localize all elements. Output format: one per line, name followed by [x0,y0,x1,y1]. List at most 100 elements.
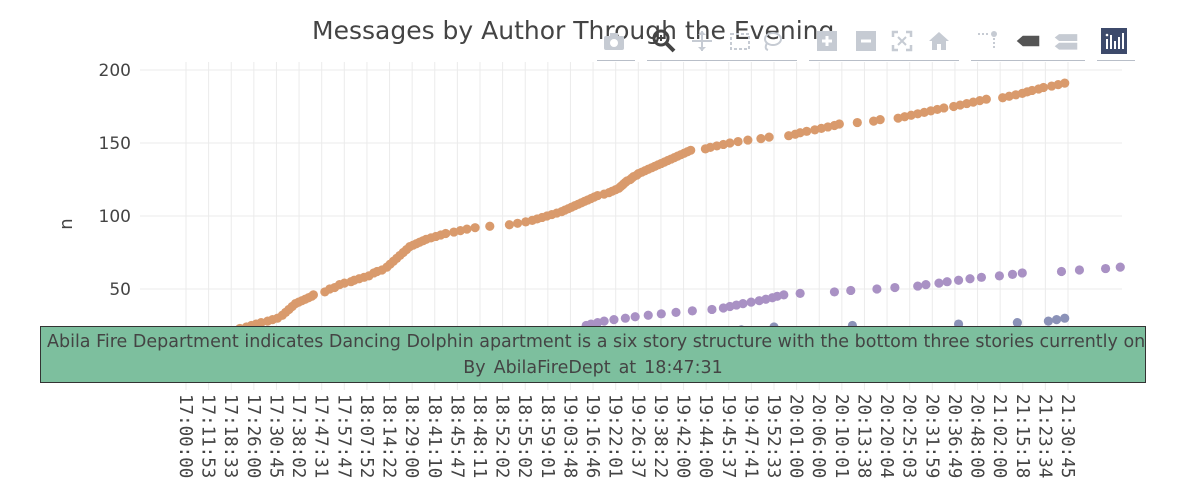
data-point-series-1[interactable] [470,223,480,233]
x-tick-label: 19:42:00 [673,394,693,478]
data-point-series-2[interactable] [738,299,748,309]
x-tick-label: 18:14:22 [379,394,399,478]
tooltip-by-label: By [463,358,486,378]
data-point-series-1[interactable] [504,220,514,230]
data-point-series-3[interactable] [1051,315,1062,325]
x-tick-label: 21:23:34 [1034,394,1054,478]
data-point-series-2[interactable] [599,316,609,326]
data-point-series-2[interactable] [746,297,756,307]
scatter-points[interactable] [235,78,1125,335]
data-point-series-1[interactable] [733,136,743,147]
data-point-series-2[interactable] [953,275,964,285]
tooltip-author: AbilaFireDept [493,358,611,378]
hover-compare-icon[interactable] [1053,28,1079,54]
data-point-series-2[interactable] [913,281,923,291]
x-tick-label: 19:26:37 [627,394,647,478]
x-tick-label: 18:55:02 [514,394,534,478]
data-point-series-2[interactable] [942,277,952,287]
plotly-logo-icon[interactable] [1101,28,1127,54]
x-tick-label: 17:11:53 [198,394,218,478]
hover-tooltip: Abila Fire Department indicates Dancing … [40,326,1146,383]
data-point-series-1[interactable] [834,119,844,129]
pan-icon[interactable] [689,28,715,54]
x-tick-label: 19:38:22 [650,394,670,478]
x-tick-label: 19:45:37 [718,394,738,478]
data-point-series-1[interactable] [981,94,991,104]
data-point-series-2[interactable] [707,304,717,315]
x-tick-label: 19:16:46 [582,394,602,478]
spike-lines-icon[interactable] [975,28,1001,54]
data-point-series-1[interactable] [939,103,949,113]
data-point-series-1[interactable] [725,138,735,148]
zoom-icon[interactable] [651,28,677,54]
data-point-series-1[interactable] [756,134,766,144]
x-tick-label: 21:30:45 [1057,394,1077,478]
x-tick-label: 19:47:41 [740,394,760,478]
data-point-series-1[interactable] [852,117,862,128]
data-point-series-2[interactable] [1100,263,1111,274]
data-point-series-3[interactable] [1012,317,1022,328]
data-point-series-2[interactable] [609,315,619,325]
lasso-select-icon[interactable] [759,28,785,54]
autoscale-icon[interactable] [889,28,915,54]
data-point-series-3[interactable] [1043,316,1053,326]
data-point-series-2[interactable] [829,287,840,297]
data-point-series-2[interactable] [934,278,944,288]
data-point-series-1[interactable] [485,221,495,231]
data-point-series-2[interactable] [965,274,975,284]
data-point-series-2[interactable] [994,271,1005,281]
zoom-in-icon[interactable] [814,28,840,54]
x-tick-label: 18:48:11 [469,394,489,478]
data-point-series-1[interactable] [1060,78,1070,88]
data-point-series-2[interactable] [976,272,987,282]
data-point-series-1[interactable] [764,132,774,142]
x-tick-label: 18:07:52 [356,394,376,478]
data-point-series-2[interactable] [630,312,640,322]
x-tick-label: 20:20:04 [876,394,896,478]
data-point-series-2[interactable] [1115,262,1125,272]
x-tick-label: 17:57:47 [333,394,353,478]
data-point-series-1[interactable] [1038,82,1049,93]
data-point-series-2[interactable] [779,290,789,300]
data-point-series-2[interactable] [643,310,653,320]
data-point-series-2[interactable] [872,284,882,294]
y-axis-label: n [56,218,77,229]
data-point-series-2[interactable] [671,307,681,317]
data-point-series-2[interactable] [795,288,805,298]
data-point-series-2[interactable] [1007,269,1018,279]
x-tick-label: 19:44:00 [695,394,715,478]
camera-icon[interactable] [601,28,627,54]
reset-axes-icon[interactable] [926,28,952,54]
hover-closest-icon[interactable] [1015,28,1041,54]
zoom-out-icon[interactable] [853,28,879,54]
data-point-series-2[interactable] [1017,268,1027,278]
x-tick-label: 20:10:01 [831,394,851,478]
box-select-icon[interactable] [727,28,753,54]
data-point-series-2[interactable] [890,282,900,293]
data-point-series-3[interactable] [1060,313,1070,323]
data-point-series-2[interactable] [921,280,931,290]
x-tick-label: 17:18:33 [220,394,240,478]
tooltip-time: 18:47:31 [644,358,723,378]
data-point-series-1[interactable] [512,218,523,228]
data-point-series-2[interactable] [1056,266,1067,277]
data-point-series-2[interactable] [846,285,856,296]
x-tick-label: 17:38:02 [288,394,308,478]
data-point-series-1[interactable] [308,290,318,300]
tooltip-message: Abila Fire Department indicates Dancing … [47,332,1146,352]
x-tick-label: 20:01:00 [786,394,806,478]
x-tick-label: 18:41:10 [424,394,444,478]
data-point-series-1[interactable] [441,228,451,239]
data-point-series-1[interactable] [743,135,753,145]
data-point-series-2[interactable] [1074,265,1085,275]
data-point-series-2[interactable] [656,309,666,319]
data-point-series-1[interactable] [875,115,885,125]
data-point-series-2[interactable] [620,313,630,323]
x-tick-label: 17:30:45 [265,394,285,478]
x-tick-label: 18:52:02 [492,394,512,478]
data-point-series-2[interactable] [687,306,697,316]
data-point-series-1[interactable] [686,145,696,155]
data-point-series-1[interactable] [462,224,472,234]
data-point-series-1[interactable] [802,126,812,136]
x-tick-label: 19:03:48 [559,394,579,478]
